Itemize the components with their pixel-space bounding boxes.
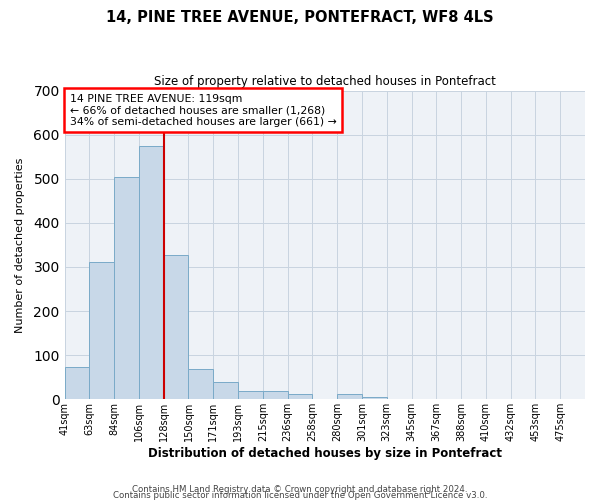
Bar [287,394,313,400]
Bar [238,392,263,400]
Bar [263,392,287,400]
Bar [337,394,362,400]
Bar [114,176,139,400]
Text: 14, PINE TREE AVENUE, PONTEFRACT, WF8 4LS: 14, PINE TREE AVENUE, PONTEFRACT, WF8 4L… [106,10,494,25]
Bar [89,262,114,400]
Text: 14 PINE TREE AVENUE: 119sqm
← 66% of detached houses are smaller (1,268)
34% of : 14 PINE TREE AVENUE: 119sqm ← 66% of det… [70,94,337,127]
Bar [188,370,213,400]
Bar [362,396,387,400]
Y-axis label: Number of detached properties: Number of detached properties [15,157,25,332]
Text: Contains public sector information licensed under the Open Government Licence v3: Contains public sector information licen… [113,490,487,500]
Bar [139,146,164,400]
Text: Contains HM Land Registry data © Crown copyright and database right 2024.: Contains HM Land Registry data © Crown c… [132,484,468,494]
Bar [164,254,188,400]
Bar [213,382,238,400]
X-axis label: Distribution of detached houses by size in Pontefract: Distribution of detached houses by size … [148,447,502,460]
Title: Size of property relative to detached houses in Pontefract: Size of property relative to detached ho… [154,75,496,88]
Bar [65,366,89,400]
